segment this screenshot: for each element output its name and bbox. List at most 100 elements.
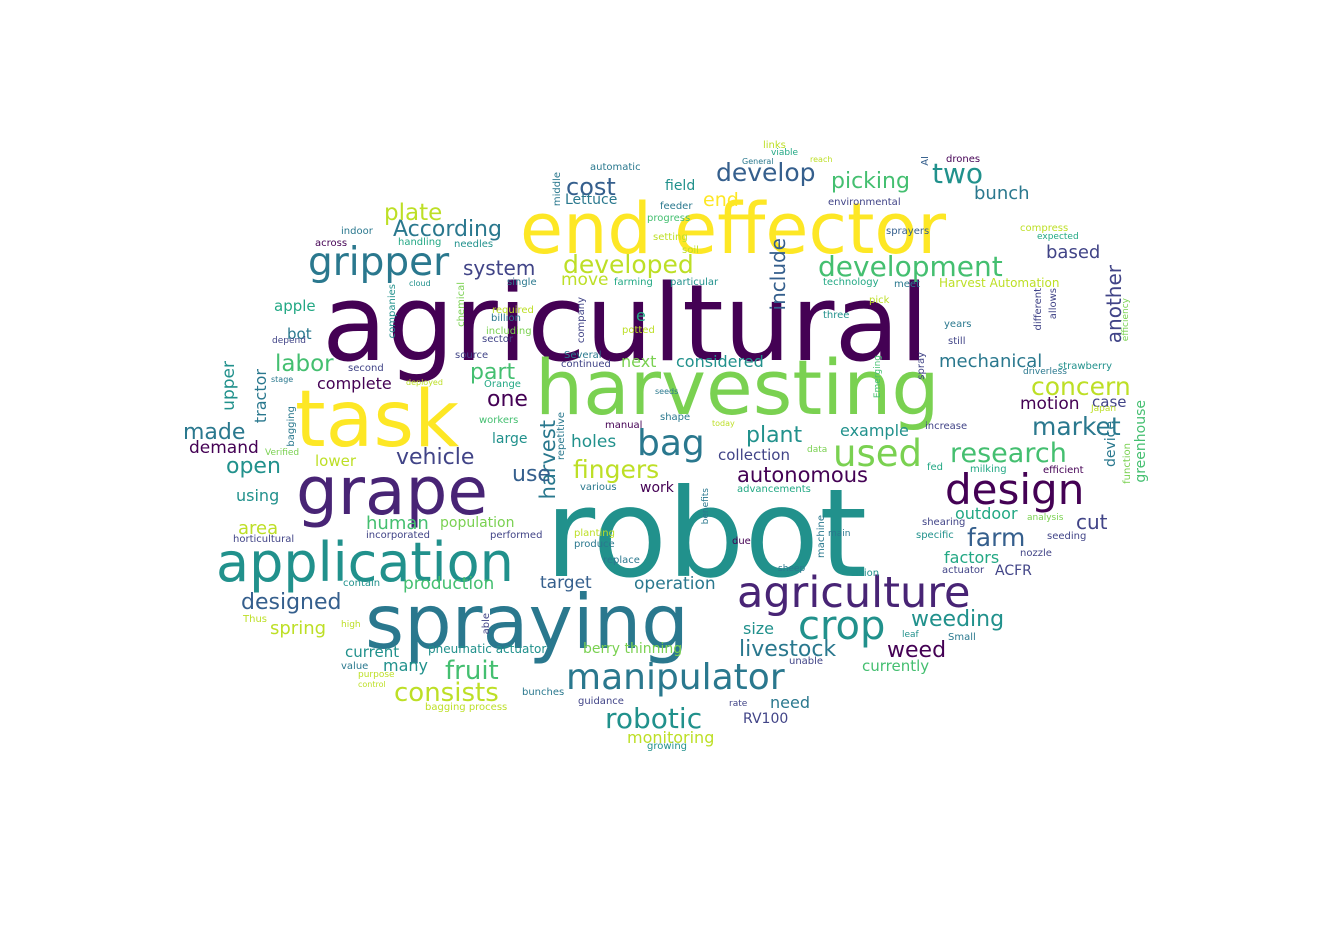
word-spraying: spraying [365, 578, 689, 666]
word-need: need [770, 693, 810, 712]
word-purpose: purpose [358, 670, 395, 680]
word-picking: picking [831, 169, 910, 194]
word-unable: unable [789, 656, 823, 667]
word-consists: consists [394, 678, 499, 708]
word-market: market [1032, 412, 1121, 441]
word-setting: setting [653, 232, 688, 243]
word-links: links [763, 140, 786, 151]
word-farm: farm [967, 523, 1025, 552]
word-mechanical: mechanical [939, 351, 1042, 372]
word-apple: apple [274, 297, 316, 315]
word-sector: sector [482, 334, 514, 345]
word-planting: planting [574, 528, 615, 539]
word-collection: collection [718, 446, 790, 464]
word-shape: shape [660, 412, 690, 423]
word-design: design [945, 465, 1084, 514]
word-currently: currently [862, 657, 929, 675]
word-viable: viable [771, 148, 799, 158]
word-livestock: livestock [739, 637, 836, 662]
word-factors: factors [944, 548, 999, 567]
word-growing: growing [647, 741, 687, 752]
word-complete: complete [317, 374, 392, 393]
word-guidance: guidance [578, 696, 624, 707]
word-designed: designed [241, 590, 341, 615]
word-tractor: tractor [251, 369, 270, 424]
word-small: Small [948, 632, 976, 643]
word-single: single [507, 277, 537, 288]
word-operation: operation [634, 574, 716, 594]
word-pick: pick [869, 295, 890, 306]
word-weed: weed [887, 638, 946, 663]
word-three: three [823, 310, 849, 321]
word-autonomous: autonomous [737, 463, 868, 487]
word-main: main [828, 529, 851, 539]
word-benefits: benefits [701, 488, 711, 525]
word-spray: spray [916, 352, 927, 380]
word-advancements: advancements [737, 484, 811, 495]
word-bunches: bunches [522, 687, 564, 698]
word-able: able [481, 613, 492, 634]
word-produce: produce [574, 539, 615, 550]
word-specific: specific [916, 530, 954, 541]
word-example: example [840, 421, 909, 440]
word-vehicle: vehicle [396, 445, 474, 470]
word-human: human [366, 513, 429, 534]
word-control: control [358, 680, 386, 689]
word-harvesting: harvesting [535, 343, 940, 432]
word-technology: technology [823, 277, 879, 288]
word-bagging: bagging [286, 406, 297, 447]
word-continued: continued [561, 359, 611, 370]
word-based: based [1046, 242, 1100, 263]
word-cut: cut [1076, 510, 1108, 534]
word-concern: concern [1031, 372, 1131, 401]
word-according: According [393, 217, 502, 242]
word-emerging: Emerging [873, 355, 883, 398]
word-horticultural: horticultural [233, 534, 294, 545]
word-middle: middle [552, 172, 563, 206]
word-efficient: efficient [1043, 465, 1084, 476]
word-fed: fed [927, 462, 943, 473]
word-e: e [636, 306, 646, 325]
word-using: using [236, 486, 279, 505]
word-fruit: fruit [445, 656, 499, 686]
word-orange: Orange [484, 379, 521, 390]
word-replace: replace [603, 555, 640, 566]
word-verified: Verified [265, 448, 299, 458]
word-gripper: gripper [308, 240, 450, 285]
word-robotic: robotic [605, 702, 702, 735]
word-end: end [703, 189, 739, 211]
word-machine: machine [816, 515, 827, 558]
word-area: area [238, 518, 278, 539]
word-holes: holes [571, 432, 616, 452]
word-field: field [665, 178, 695, 194]
word-motion: motion [1020, 394, 1080, 414]
word-companies: companies [387, 284, 398, 338]
word-chemical: chemical [456, 282, 467, 327]
word-efficiency: efficiency [1121, 297, 1131, 341]
word-value: value [341, 661, 368, 672]
word-years: years [944, 319, 972, 330]
word-due: due [732, 536, 751, 547]
word-crop: crop [798, 603, 885, 649]
word-data: data [807, 445, 827, 455]
word-different: different [1033, 288, 1044, 331]
word-compress: compress [1020, 223, 1068, 234]
word-lettuce: Lettuce [565, 192, 617, 208]
word-increase: increase [925, 421, 967, 432]
word-spring: spring [270, 618, 326, 639]
word-shearing: shearing [922, 517, 965, 528]
word-leaf: leaf [902, 630, 920, 640]
word-upper: upper [219, 361, 239, 411]
word-demand: demand [189, 438, 259, 458]
word-feeder: feeder [660, 201, 693, 212]
word-needles: needles [454, 239, 493, 250]
word-greenhouse: greenhouse [1133, 400, 1149, 483]
word-acfr: ACFR [995, 563, 1032, 579]
word-automatic: automatic [590, 162, 641, 173]
word-large: large [492, 431, 527, 447]
word-vision: vision [850, 568, 879, 579]
word-drones: drones [946, 154, 980, 165]
word-developed: developed [563, 250, 694, 279]
word-weeding: weeding [911, 607, 1004, 632]
